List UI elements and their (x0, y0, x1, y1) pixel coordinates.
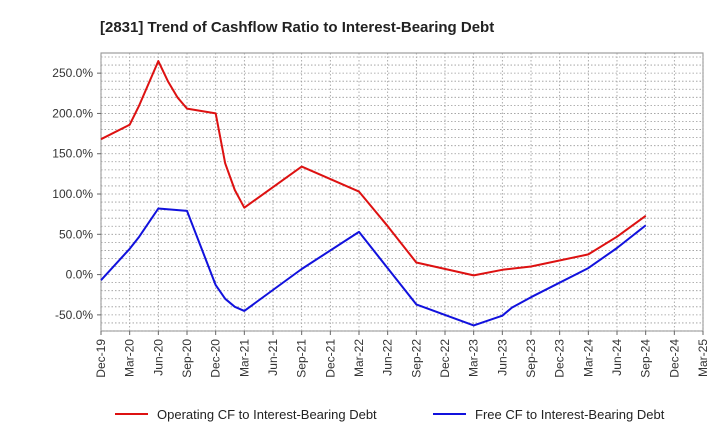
y-tick-label: 200.0% (52, 106, 93, 120)
x-tick-label: Mar-25 (696, 339, 710, 377)
x-axis-ticks: Dec-19 Mar-20 Jun-20 Sep-20 Dec-20 Mar-21 Jun-… (94, 331, 710, 378)
plot-frame (100, 52, 704, 332)
x-tick-label: Sep-24 (639, 339, 653, 378)
x-tick-label: Dec-24 (667, 339, 681, 378)
x-tick-label: Sep-22 (409, 339, 423, 378)
series-lines (100, 60, 647, 327)
x-tick-label: Jun-21 (266, 339, 280, 376)
x-tick-label: Dec-21 (323, 339, 337, 378)
x-tick-label: Sep-21 (295, 339, 309, 378)
series-line-operating-cf (100, 60, 647, 277)
x-tick-label: Dec-19 (94, 339, 108, 378)
x-tick-label: Jun-23 (495, 339, 509, 376)
x-tick-label: Dec-23 (553, 339, 567, 378)
x-tick-label: Jun-24 (610, 339, 624, 376)
series-line-free-cf (100, 207, 647, 327)
legend-label: Free CF to Interest-Bearing Debt (475, 407, 665, 422)
plot-area (100, 52, 704, 332)
x-tick-label: Dec-22 (438, 339, 452, 378)
x-tick-label: Dec-20 (209, 339, 223, 378)
x-tick-label: Jun-22 (381, 339, 395, 376)
x-tick-label: Mar-22 (352, 339, 366, 377)
x-tick-label: Mar-21 (237, 339, 251, 377)
y-tick-label: 100.0% (52, 187, 93, 201)
legend: Operating CF to Interest-Bearing Debt Fre… (115, 407, 665, 422)
y-axis-ticks: 250.0% 200.0% 150.0% 100.0% 50.0% 0.0% -50.0% (52, 66, 101, 322)
x-tick-label: Mar-20 (123, 339, 137, 377)
x-tick-label: Sep-20 (180, 339, 194, 378)
x-tick-label: Jun-20 (151, 339, 165, 376)
y-tick-label: 0.0% (66, 268, 94, 282)
y-tick-label: 150.0% (52, 147, 93, 161)
x-tick-label: Mar-23 (467, 339, 481, 377)
chart-title: [2831] Trend of Cashflow Ratio to Intere… (100, 19, 494, 36)
legend-label: Operating CF to Interest-Bearing Debt (157, 407, 377, 422)
y-tick-label: -50.0% (55, 308, 93, 322)
y-tick-label: 50.0% (59, 227, 93, 241)
y-tick-label: 250.0% (52, 66, 93, 80)
x-tick-label: Mar-24 (581, 339, 595, 377)
grid-lines (100, 53, 704, 332)
x-tick-label: Sep-23 (524, 339, 538, 378)
